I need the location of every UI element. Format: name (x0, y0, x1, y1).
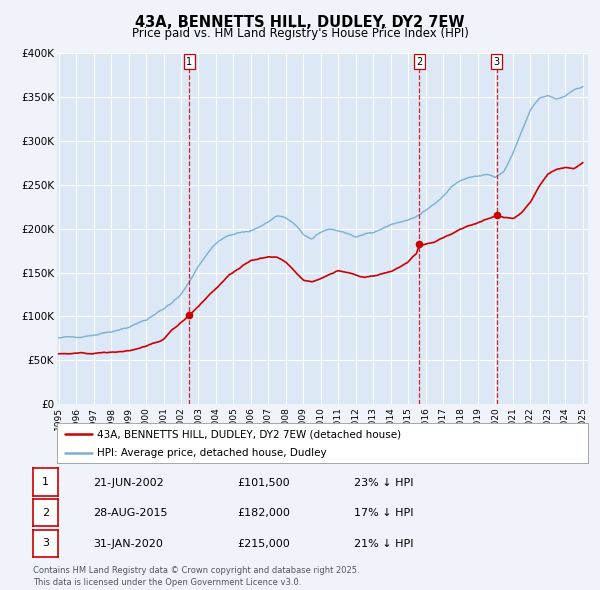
Text: HPI: Average price, detached house, Dudley: HPI: Average price, detached house, Dudl… (97, 448, 326, 458)
Text: Contains HM Land Registry data © Crown copyright and database right 2025.
This d: Contains HM Land Registry data © Crown c… (33, 566, 359, 587)
Text: £215,000: £215,000 (237, 539, 290, 549)
Text: 2: 2 (416, 57, 422, 67)
Text: 3: 3 (42, 539, 49, 548)
Text: 17% ↓ HPI: 17% ↓ HPI (354, 509, 413, 518)
Text: 31-JAN-2020: 31-JAN-2020 (93, 539, 163, 549)
Text: 23% ↓ HPI: 23% ↓ HPI (354, 478, 413, 487)
Text: Price paid vs. HM Land Registry's House Price Index (HPI): Price paid vs. HM Land Registry's House … (131, 27, 469, 40)
Text: 2: 2 (42, 508, 49, 517)
Text: 3: 3 (494, 57, 500, 67)
Text: 21% ↓ HPI: 21% ↓ HPI (354, 539, 413, 549)
Text: 28-AUG-2015: 28-AUG-2015 (93, 509, 167, 518)
Text: £182,000: £182,000 (237, 509, 290, 518)
Text: 1: 1 (186, 57, 192, 67)
Text: £101,500: £101,500 (237, 478, 290, 487)
Text: 43A, BENNETTS HILL, DUDLEY, DY2 7EW: 43A, BENNETTS HILL, DUDLEY, DY2 7EW (135, 15, 465, 30)
Text: 43A, BENNETTS HILL, DUDLEY, DY2 7EW (detached house): 43A, BENNETTS HILL, DUDLEY, DY2 7EW (det… (97, 430, 401, 440)
Text: 1: 1 (42, 477, 49, 487)
Text: 21-JUN-2002: 21-JUN-2002 (93, 478, 164, 487)
